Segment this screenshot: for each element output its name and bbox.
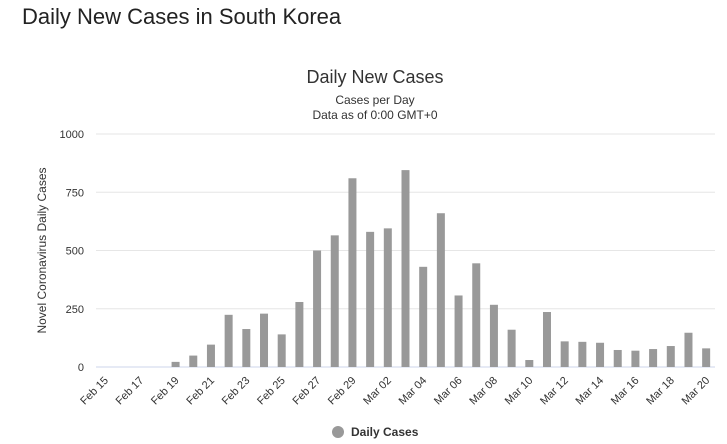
legend-label: Daily Cases xyxy=(351,425,419,439)
x-tick-label: Feb 29 xyxy=(326,375,359,408)
chart-subtitle-line-2: Data as of 0:00 GMT+0 xyxy=(312,108,438,122)
bar xyxy=(260,313,269,367)
bar xyxy=(206,344,215,367)
y-axis-label: Novel Coronavirus Daily Cases xyxy=(35,167,49,333)
bar xyxy=(489,304,498,367)
bar xyxy=(383,228,392,367)
legend[interactable]: Daily Cases xyxy=(332,425,418,439)
y-tick-label: 250 xyxy=(66,304,84,316)
bar xyxy=(366,231,375,367)
x-tick-label: Mar 12 xyxy=(538,375,571,408)
bar xyxy=(702,348,711,367)
x-tick-label: Mar 08 xyxy=(467,375,500,408)
x-tick-label: Feb 27 xyxy=(290,375,323,408)
bar xyxy=(631,350,640,367)
x-tick-label: Mar 16 xyxy=(609,375,642,408)
bar xyxy=(472,263,481,367)
x-tick-label: Mar 18 xyxy=(644,375,677,408)
x-tick-label: Feb 19 xyxy=(149,375,182,408)
bar xyxy=(525,360,534,367)
x-tick-label: Feb 25 xyxy=(255,375,288,408)
bar xyxy=(313,250,322,367)
bar xyxy=(578,341,587,367)
bar xyxy=(330,235,339,367)
bar xyxy=(242,329,251,367)
bar xyxy=(436,213,445,367)
bar xyxy=(649,349,658,367)
x-tick-label: Mar 04 xyxy=(397,375,430,408)
bar xyxy=(277,334,286,367)
bar xyxy=(419,266,428,367)
x-tick-label: Feb 23 xyxy=(220,375,253,408)
bar xyxy=(171,361,180,367)
bar xyxy=(560,341,569,367)
bar xyxy=(596,342,605,367)
legend-marker xyxy=(332,426,344,438)
bar xyxy=(684,332,693,367)
x-tick-label: Feb 21 xyxy=(184,375,217,408)
x-tick-label: Mar 02 xyxy=(361,375,394,408)
y-tick-label: 750 xyxy=(66,187,84,199)
chart-title: Daily New Cases xyxy=(306,67,444,87)
y-tick-label: 0 xyxy=(78,362,84,374)
x-tick-label: Feb 15 xyxy=(78,375,111,408)
bar xyxy=(613,349,622,367)
y-tick-label: 500 xyxy=(66,246,84,258)
x-tick-label: Feb 17 xyxy=(114,375,147,408)
bar xyxy=(454,295,463,367)
page-heading: Daily New Cases in South Korea xyxy=(22,4,342,29)
x-tick-label: Mar 10 xyxy=(503,375,536,408)
x-tick-label: Mar 20 xyxy=(680,375,713,408)
bar xyxy=(224,314,233,367)
x-tick-label: Mar 06 xyxy=(432,375,465,408)
bar xyxy=(189,355,198,367)
bar xyxy=(401,170,410,367)
bar xyxy=(542,312,551,367)
x-tick-label: Mar 14 xyxy=(573,375,606,408)
bar xyxy=(666,346,675,367)
chart-subtitle-line-1: Cases per Day xyxy=(335,93,415,107)
bar xyxy=(348,178,357,367)
y-tick-label: 1000 xyxy=(60,129,84,141)
bar xyxy=(507,329,516,367)
bar xyxy=(295,301,304,367)
